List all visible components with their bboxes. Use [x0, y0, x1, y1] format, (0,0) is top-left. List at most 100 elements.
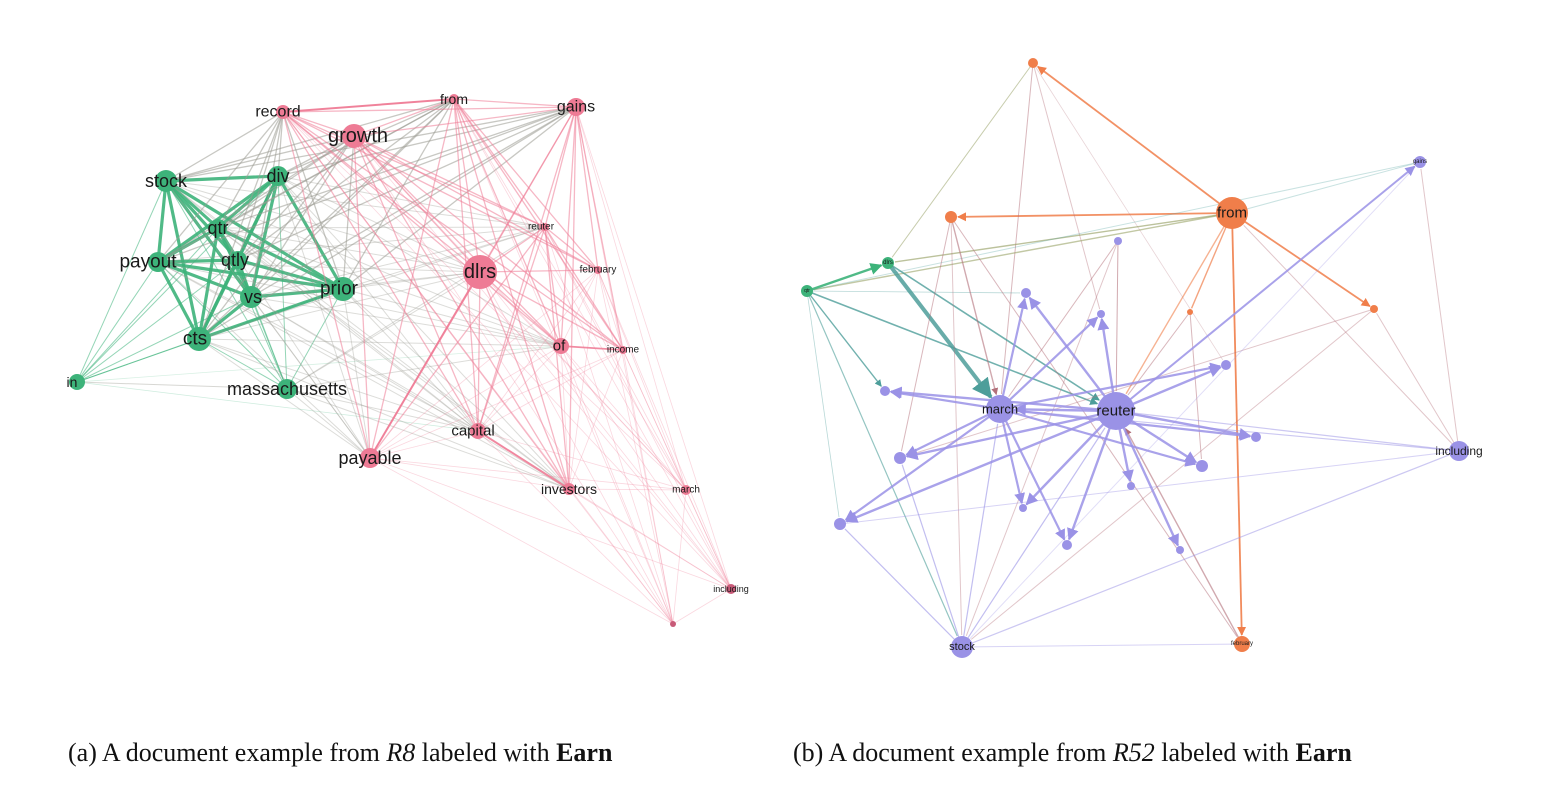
node-payout: [148, 252, 168, 272]
edge-reuter-n7: [1115, 409, 1252, 440]
node-income: [619, 346, 627, 354]
edge-march-n8: [905, 408, 1001, 456]
caption-a-prefix: (a) A document example from: [68, 738, 387, 767]
edge-dlrs-capital: [477, 271, 481, 432]
edge-div-capital: [277, 175, 479, 432]
label-qtly: qtly: [221, 250, 249, 270]
edge-from-n4: [1190, 212, 1233, 309]
label-including: including: [1435, 444, 1482, 458]
edge-qtr-n6: [806, 290, 882, 387]
node-n1: [1021, 288, 1031, 298]
edge-march-including: [999, 408, 1449, 451]
edge-payable-tiny: [369, 457, 674, 625]
edge-in-vs: [76, 296, 252, 383]
node-from: [1216, 197, 1248, 229]
edge-income-march: [622, 349, 687, 491]
edge-payout-payable: [157, 261, 371, 459]
edge-income-investors: [568, 349, 624, 490]
edge-reuter-including: [544, 226, 732, 590]
edge-from-reuter: [1125, 212, 1233, 395]
edge-qtr-reuter: [217, 226, 546, 229]
edge-cts-growth: [198, 135, 355, 340]
edge-div-from: [277, 98, 455, 177]
label-cts: cts: [183, 329, 207, 350]
node-div: [268, 166, 288, 186]
edge-growth-capital: [353, 135, 479, 432]
edge-reuter-n14: [1114, 410, 1179, 547]
edge-cts-investors: [198, 338, 570, 490]
edge-record-february: [282, 111, 599, 271]
caption-b: (b) A document example from R52 labeled …: [793, 738, 1352, 768]
node-reuter: [541, 223, 549, 231]
edge-february-of: [560, 269, 599, 347]
edge-reuter-february: [544, 226, 599, 271]
edge-of-income: [560, 345, 624, 351]
edge-prior-growth: [342, 135, 355, 290]
edge-february-tiny: [597, 269, 674, 625]
edge-record-gains: [282, 106, 577, 113]
edge-of-february: [950, 216, 1238, 637]
edge-massachusetts-vs: [250, 296, 288, 390]
node-n9: [1196, 460, 1208, 472]
edge-including-tiny: [672, 588, 732, 625]
node-qtr: [801, 285, 813, 297]
edge-growth-payable: [353, 135, 371, 459]
node-n11: [1019, 504, 1027, 512]
edge-in-of: [76, 345, 562, 383]
label-dlrs: dlrs: [464, 261, 496, 283]
edge-gains-capital: [477, 106, 577, 432]
edge-of-capital: [477, 345, 562, 432]
edge-massachusetts-payout: [157, 261, 288, 390]
edge-stock-reuter: [961, 427, 1106, 648]
edge-div-investors: [277, 175, 570, 490]
edge-payout-investors: [157, 261, 570, 490]
edge-reuter-n12: [845, 409, 1117, 523]
edge-march-n1: [998, 297, 1028, 410]
edge-growth-dlrs: [353, 135, 481, 273]
caption-b-middle: labeled with: [1154, 738, 1296, 767]
edge-growth-reuter: [353, 135, 546, 228]
edge-reuter-capital: [477, 226, 546, 432]
edge-march-n11: [998, 408, 1025, 505]
edge-of-including: [560, 345, 732, 590]
edge-from-investors: [453, 98, 570, 490]
edge-from-march: [453, 98, 687, 491]
edge-n4-n9: [1189, 311, 1202, 460]
edge-cts-n2: [1032, 62, 1101, 310]
edge-growth-investors: [353, 135, 570, 490]
edge-of-march: [560, 345, 687, 491]
edge-prior-investors: [342, 288, 570, 490]
edge-reuter-payable: [369, 226, 546, 459]
edge-stock-march: [961, 423, 999, 648]
edge-prior-record: [282, 111, 344, 290]
label-february: february: [1231, 641, 1253, 647]
edge-in-payout: [76, 261, 159, 383]
edge-growth-march: [353, 135, 687, 491]
edge-massachusetts-dlrs: [286, 271, 481, 390]
edge-dlrs-tiny: [479, 271, 674, 625]
node-from: [449, 94, 459, 104]
node-including: [726, 584, 736, 594]
panel-a-labels: record from gains growth stock div qtr reuter pa…: [67, 91, 749, 594]
node-n4: [1187, 309, 1193, 315]
node-prior: [331, 277, 355, 301]
edge-cts-record: [198, 111, 284, 340]
edge-payable-march: [369, 457, 687, 491]
node-cts: [187, 327, 211, 351]
caption-a-dataset: R8: [386, 738, 416, 767]
edge-gains-of: [560, 106, 577, 347]
edge-from-dlrs: [894, 212, 1233, 263]
edge-in-qtly: [76, 259, 239, 383]
edge-gains-investors: [568, 106, 577, 490]
edge-growth-of: [353, 135, 562, 347]
edge-vs-payable: [250, 296, 371, 459]
node-n12: [834, 518, 846, 530]
node-reuter: [1097, 392, 1135, 430]
edge-payout-of: [157, 261, 562, 347]
edge-march-n12: [844, 408, 1001, 521]
label-gains: gains: [1413, 159, 1427, 165]
node-massachusetts: [277, 379, 297, 399]
node-cts: [1028, 58, 1038, 68]
node-stock: [951, 636, 973, 658]
node-march: [986, 395, 1014, 423]
